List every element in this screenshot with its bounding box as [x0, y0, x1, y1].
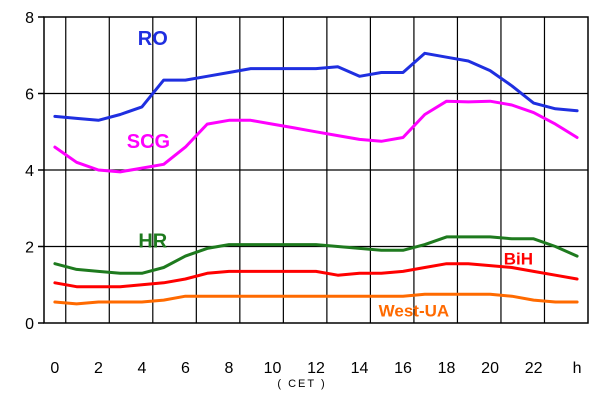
x-tick-label-8: 8 — [225, 360, 234, 377]
y-tick-label-2: 2 — [25, 240, 34, 257]
series-label-bih: BiH — [504, 250, 533, 269]
x-axis-title: ( CET ) — [277, 378, 326, 390]
series-line-bih — [53, 262, 579, 289]
y-tick-label-4: 4 — [25, 163, 34, 180]
series-label-scg: SCG — [127, 131, 170, 153]
x-tick-label-6: 6 — [181, 360, 190, 377]
x-tick-label-10: 10 — [264, 360, 282, 377]
y-tick-label-6: 6 — [25, 87, 34, 104]
series-label-west-ua: West-UA — [379, 301, 450, 320]
x-tick-label-12: 12 — [307, 360, 325, 377]
series-labels: RO SCG HR BiH West-UA — [127, 28, 533, 320]
x-tick-label-16: 16 — [394, 360, 412, 377]
series-line-hr — [53, 235, 579, 275]
series-label-ro: RO — [138, 28, 168, 50]
x-tick-label-4: 4 — [137, 360, 146, 377]
y-tick-labels: 0 2 4 6 8 — [25, 10, 34, 333]
x-tick-label-20: 20 — [481, 360, 499, 377]
x-tick-label-22: 22 — [525, 360, 543, 377]
x-tick-label-14: 14 — [351, 360, 369, 377]
x-tick-label-18: 18 — [438, 360, 456, 377]
series-lines — [53, 51, 579, 306]
y-tick-label-8: 8 — [25, 10, 34, 27]
series-label-hr: HR — [138, 231, 167, 253]
plot-frame — [38, 16, 589, 324]
x-tick-label-2: 2 — [94, 360, 103, 377]
series-line-ro — [53, 51, 579, 122]
y-tick-label-0: 0 — [25, 316, 34, 333]
series-line-west-ua — [53, 292, 579, 306]
x-unit-label: h — [573, 360, 582, 377]
series-line-scg — [53, 99, 579, 174]
x-tick-labels: 0 2 4 6 8 10 12 14 16 18 20 22 h — [50, 360, 581, 377]
x-tick-label-0: 0 — [50, 360, 59, 377]
